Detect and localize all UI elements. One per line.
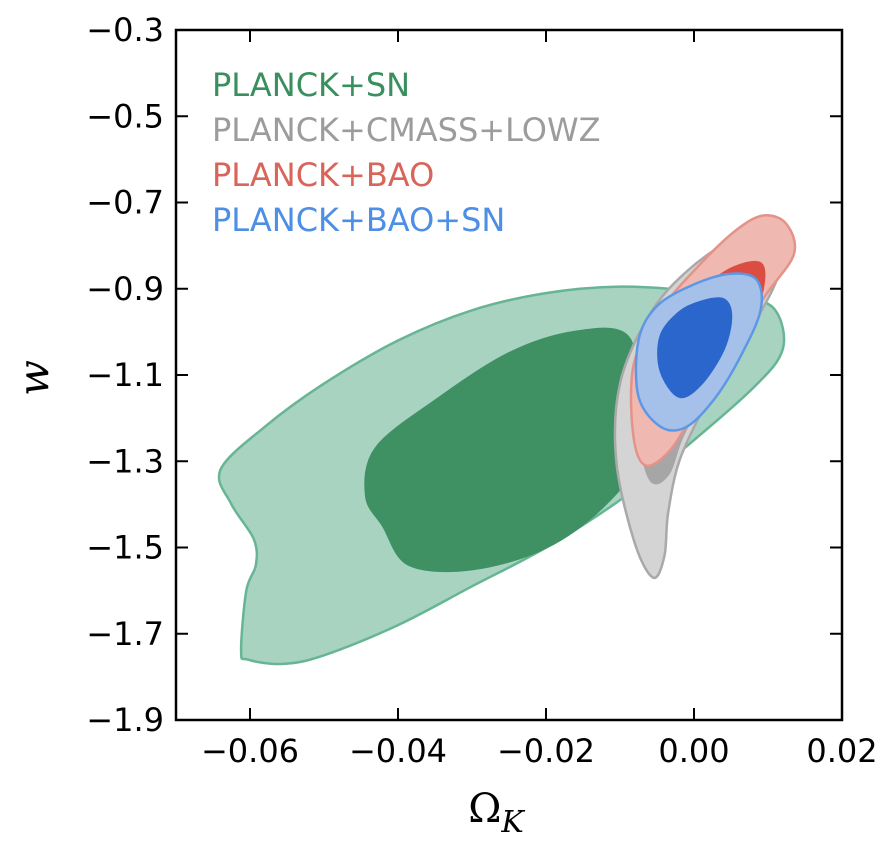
y-tick-label: −0.9	[86, 270, 164, 308]
y-tick-label: −1.7	[86, 615, 164, 653]
y-tick-label: −1.9	[86, 701, 164, 739]
legend-entry: PLANCK+CMASS+LOWZ	[212, 111, 601, 149]
x-tick-label: 0.02	[806, 732, 877, 770]
x-tick-label: −0.02	[497, 732, 595, 770]
y-tick-label: −1.5	[86, 529, 164, 567]
x-axis-title: ΩK	[468, 786, 525, 840]
contour-planck-bao-sn-inner	[657, 297, 733, 399]
tick-layer: −0.06 −0.04 −0.02 0.00 0.02 −0.3 −0.5 −0.7 −0.9 −…	[86, 11, 877, 770]
y-tick-label: −1.3	[86, 442, 164, 480]
y-axis-title: w	[9, 360, 58, 396]
x-tick-label: −0.04	[349, 732, 447, 770]
y-tick-label: −0.7	[86, 184, 164, 222]
y-tick-label: −0.3	[86, 11, 164, 49]
legend: PLANCK+SN PLANCK+CMASS+LOWZ PLANCK+BAO PLAN…	[212, 66, 601, 239]
contour-layer	[217, 214, 797, 666]
legend-entry: PLANCK+BAO	[212, 156, 434, 194]
y-tick-label: −1.1	[86, 356, 164, 394]
y-tick-label: −0.5	[86, 97, 164, 135]
legend-entry: PLANCK+SN	[212, 66, 410, 104]
plot-frame	[174, 28, 844, 722]
x-tick-label: −0.06	[201, 732, 299, 770]
x-tick-label: 0.00	[658, 732, 729, 770]
series-planck-bao-sn	[634, 272, 764, 432]
legend-entry: PLANCK+BAO+SN	[212, 201, 505, 239]
